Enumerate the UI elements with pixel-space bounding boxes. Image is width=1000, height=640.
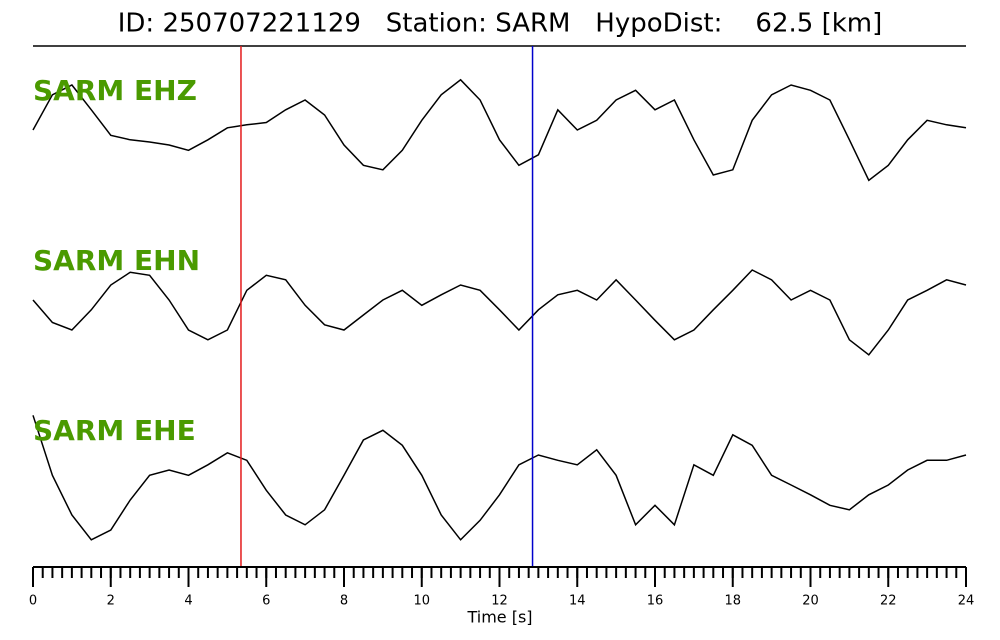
x-tick-label: 6 [262,594,270,609]
trace [32,415,967,541]
x-axis-label: Time [s] [466,608,532,627]
trace-label: SARM EHN [33,244,200,277]
x-tick-label: 12 [491,594,508,609]
x-tick-label: 4 [184,594,192,609]
trace-label: SARM EHE [33,414,196,447]
x-tick-label: 22 [880,594,897,609]
x-tick-label: 8 [340,594,348,609]
x-tick-label: 20 [802,594,819,609]
x-tick-label: 16 [647,594,664,609]
x-tick-label: 0 [29,594,37,609]
trace [32,269,967,356]
x-tick-label: 14 [569,594,586,609]
x-tick-label: 18 [724,594,741,609]
chart-title: ID: 250707221129 Station: SARM HypoDist:… [118,9,883,39]
trace-label: SARM EHZ [33,74,197,107]
x-tick-label: 2 [107,594,115,609]
x-tick-label: 10 [413,594,430,609]
trace [32,78,967,182]
x-tick-label: 24 [958,594,975,609]
